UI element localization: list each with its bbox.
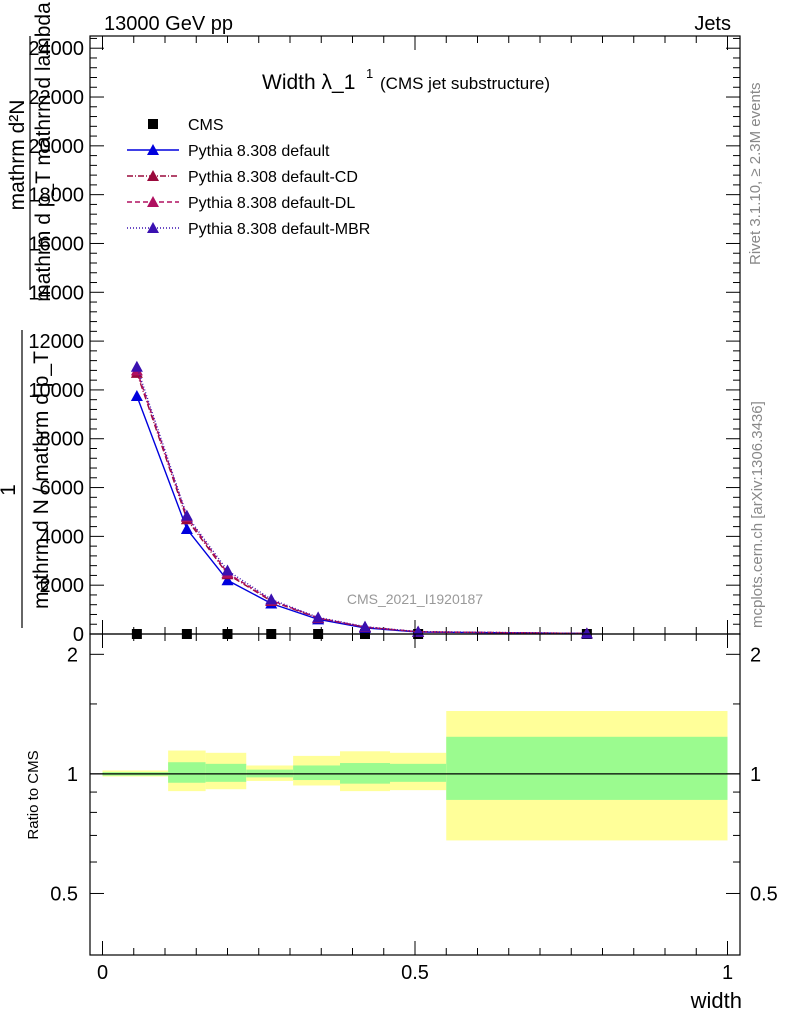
legend-label: Pythia 8.308 default-CD [188,169,358,186]
data-point [180,509,193,521]
ratio-y-tick-label-right: 1 [750,764,761,786]
y-tick-label: 14000 [28,282,84,304]
ratio-band-stat-2 [205,763,247,782]
data-point [130,390,143,402]
legend-marker [147,222,159,233]
legend-label: CMS [188,117,224,134]
y-tick-label: 12000 [28,331,84,353]
ratio-band-stat-4 [293,765,340,781]
ratio-y-axis-label: Ratio to CMS [25,750,42,839]
data-point [130,360,143,372]
legend-marker [147,196,159,207]
x-axis-label: width [690,988,742,1013]
ratio-band-stat-6 [390,763,447,782]
header-jets-label: Jets [694,13,731,35]
legend-label: Pythia 8.308 default [188,143,330,160]
y-tick-label: 16000 [28,233,84,255]
y-tick-label: 10000 [28,380,84,402]
legend-entry-2: Pythia 8.308 default-CD [127,169,358,186]
y-tick-label: 0 [73,624,84,646]
x-tick-label: 0.5 [401,962,429,984]
data-point [580,627,593,639]
legend-marker [147,144,159,155]
data-point [180,523,193,535]
chart-title: Width λ_1 [262,71,355,94]
ratio-band-stat-1 [168,762,206,783]
mcplots-label: mcplots.cern.ch [arXiv:1306.3436] [749,401,766,628]
data-point [312,611,325,623]
x-tick-label: 1 [722,962,733,984]
y-tick-label: 20000 [28,136,84,158]
chart-subtitle: (CMS jet substructure) [380,74,550,93]
y-tick-label: 18000 [28,185,84,207]
y-tick-label: 6000 [40,478,85,500]
legend-label: Pythia 8.308 default-DL [188,195,355,212]
data-point [221,574,234,586]
ratio-y-tick-label: 2 [67,644,78,666]
y-axis-label-prefactor: mathrm d N / mathrm d p_T [30,351,53,609]
ratio-y-tick-label: 1 [67,764,78,786]
y-tick-label: 24000 [28,38,84,60]
main-plot: 0 2000 4000 6000 8000 10000 12000 14000 16000 180… [0,2,741,646]
y-tick-label: 2000 [40,575,85,597]
header-energy-label: 13000 GeV pp [104,13,233,35]
data-point [221,564,234,576]
y-axis-label-one: 1 [0,484,20,496]
legend-marker [147,170,159,181]
data-point [265,593,278,605]
series-line-4 [136,366,587,635]
analysis-watermark: CMS_2021_I1920187 [347,591,483,607]
x-tick-label: 0 [97,962,108,984]
legend-marker [148,119,158,129]
y-axis-label-numerator: mathrm d²N [6,100,29,211]
series-4 [130,360,593,639]
ratio-y-tick-label-right: 0.5 [750,883,778,905]
legend-entry-4: Pythia 8.308 default-MBR [127,221,370,238]
chart-title-superscript: 1 [366,66,373,81]
y-tick-label: 4000 [40,526,85,548]
ratio-y-tick-label: 0.5 [50,883,78,905]
data-point [359,620,371,632]
legend-entry-1: Pythia 8.308 default [127,143,330,160]
ratio-band-stat-7 [446,736,728,800]
legend-label: Pythia 8.308 default-MBR [188,221,370,238]
legend-entry-3: Pythia 8.308 default-DL [127,195,355,212]
legend-entry-0: CMS [148,117,224,134]
y-axis-label-denominator: mathrm d p_T mathrm d lambda [32,2,55,302]
ratio-plot: 0 0.5 1 0.5 0.5 1 1 2 2 width Ratio to CMS [25,633,778,1013]
y-tick-label: 8000 [40,429,85,451]
ratio-y-tick-label-right: 2 [750,644,761,666]
rivet-label: Rivet 3.1.10, ≥ 2.3M events [747,83,764,266]
y-tick-label: 22000 [28,87,84,109]
